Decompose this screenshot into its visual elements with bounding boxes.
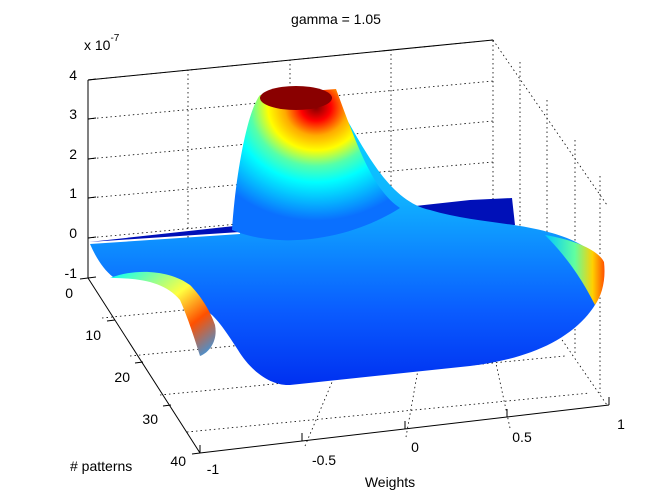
surface-peak-top bbox=[260, 86, 332, 110]
surface-body bbox=[90, 90, 605, 386]
chart-title: gamma = 1.05 bbox=[291, 11, 381, 27]
z-tick-label: 1 bbox=[69, 185, 77, 201]
surface-right-ridge bbox=[545, 235, 605, 305]
surface-left-ridge bbox=[110, 271, 216, 356]
x-tick-label: 1 bbox=[617, 416, 625, 432]
tick-marks bbox=[79, 78, 610, 455]
x-tick-label: 0 bbox=[411, 439, 419, 455]
z-tick-label: 0 bbox=[69, 225, 77, 241]
y-tick-label: 40 bbox=[170, 453, 186, 469]
x-tick-label: 0.5 bbox=[512, 429, 532, 445]
surface-mesh bbox=[89, 86, 605, 386]
z-exponent-label: x 10-7 bbox=[84, 33, 120, 53]
z-tick-label: 2 bbox=[69, 146, 77, 162]
x-axis-label: Weights bbox=[365, 474, 415, 490]
z-exponent-base: x 10 bbox=[84, 37, 111, 53]
z-exponent-power: -7 bbox=[110, 33, 119, 44]
x-tick-label: -1 bbox=[207, 461, 220, 477]
y-tick-label: 30 bbox=[142, 411, 158, 427]
z-tick-label: 4 bbox=[69, 67, 77, 83]
y-tick-label: 0 bbox=[65, 285, 73, 301]
z-tick-label: 3 bbox=[69, 106, 77, 122]
x-tick-label: -0.5 bbox=[312, 452, 336, 468]
y-axis-label: # patterns bbox=[70, 458, 132, 474]
y-tick-label: 10 bbox=[85, 327, 101, 343]
y-tick-label: 20 bbox=[114, 369, 130, 385]
surface-peak bbox=[232, 89, 400, 241]
z-tick-label: -1 bbox=[65, 265, 78, 281]
